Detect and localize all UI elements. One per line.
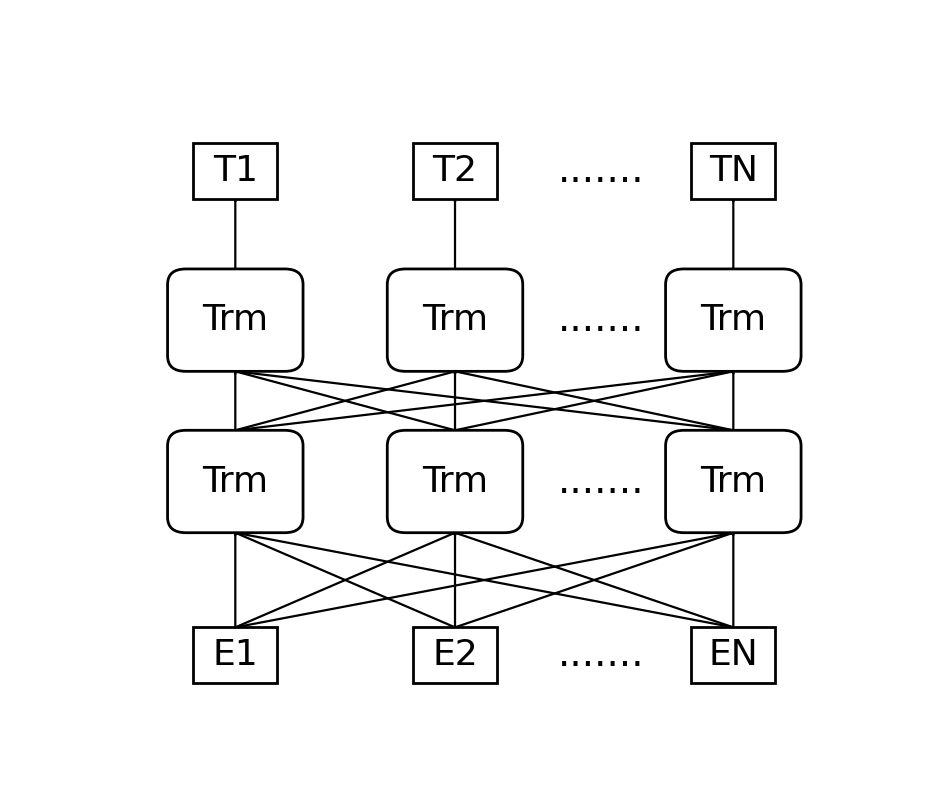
FancyBboxPatch shape — [387, 430, 522, 533]
FancyBboxPatch shape — [665, 430, 801, 533]
FancyBboxPatch shape — [387, 269, 522, 372]
Text: .......: ....... — [558, 301, 644, 339]
FancyBboxPatch shape — [413, 627, 497, 683]
Text: .......: ....... — [558, 636, 644, 675]
FancyBboxPatch shape — [193, 143, 278, 199]
FancyBboxPatch shape — [665, 269, 801, 372]
FancyBboxPatch shape — [690, 627, 775, 683]
Text: Trm: Trm — [700, 303, 766, 337]
Text: Trm: Trm — [202, 303, 268, 337]
FancyBboxPatch shape — [690, 143, 775, 199]
Text: E2: E2 — [431, 638, 478, 672]
FancyBboxPatch shape — [193, 627, 278, 683]
FancyBboxPatch shape — [413, 143, 497, 199]
Text: Trm: Trm — [422, 303, 487, 337]
Text: TN: TN — [708, 154, 757, 188]
Text: EN: EN — [708, 638, 757, 672]
FancyBboxPatch shape — [167, 430, 303, 533]
Text: Trm: Trm — [700, 464, 766, 498]
Text: T2: T2 — [432, 154, 477, 188]
Text: Trm: Trm — [202, 464, 268, 498]
Text: E1: E1 — [212, 638, 258, 672]
Text: T1: T1 — [212, 154, 258, 188]
Text: .......: ....... — [558, 152, 644, 190]
Text: Trm: Trm — [422, 464, 487, 498]
Text: .......: ....... — [558, 463, 644, 501]
FancyBboxPatch shape — [167, 269, 303, 372]
